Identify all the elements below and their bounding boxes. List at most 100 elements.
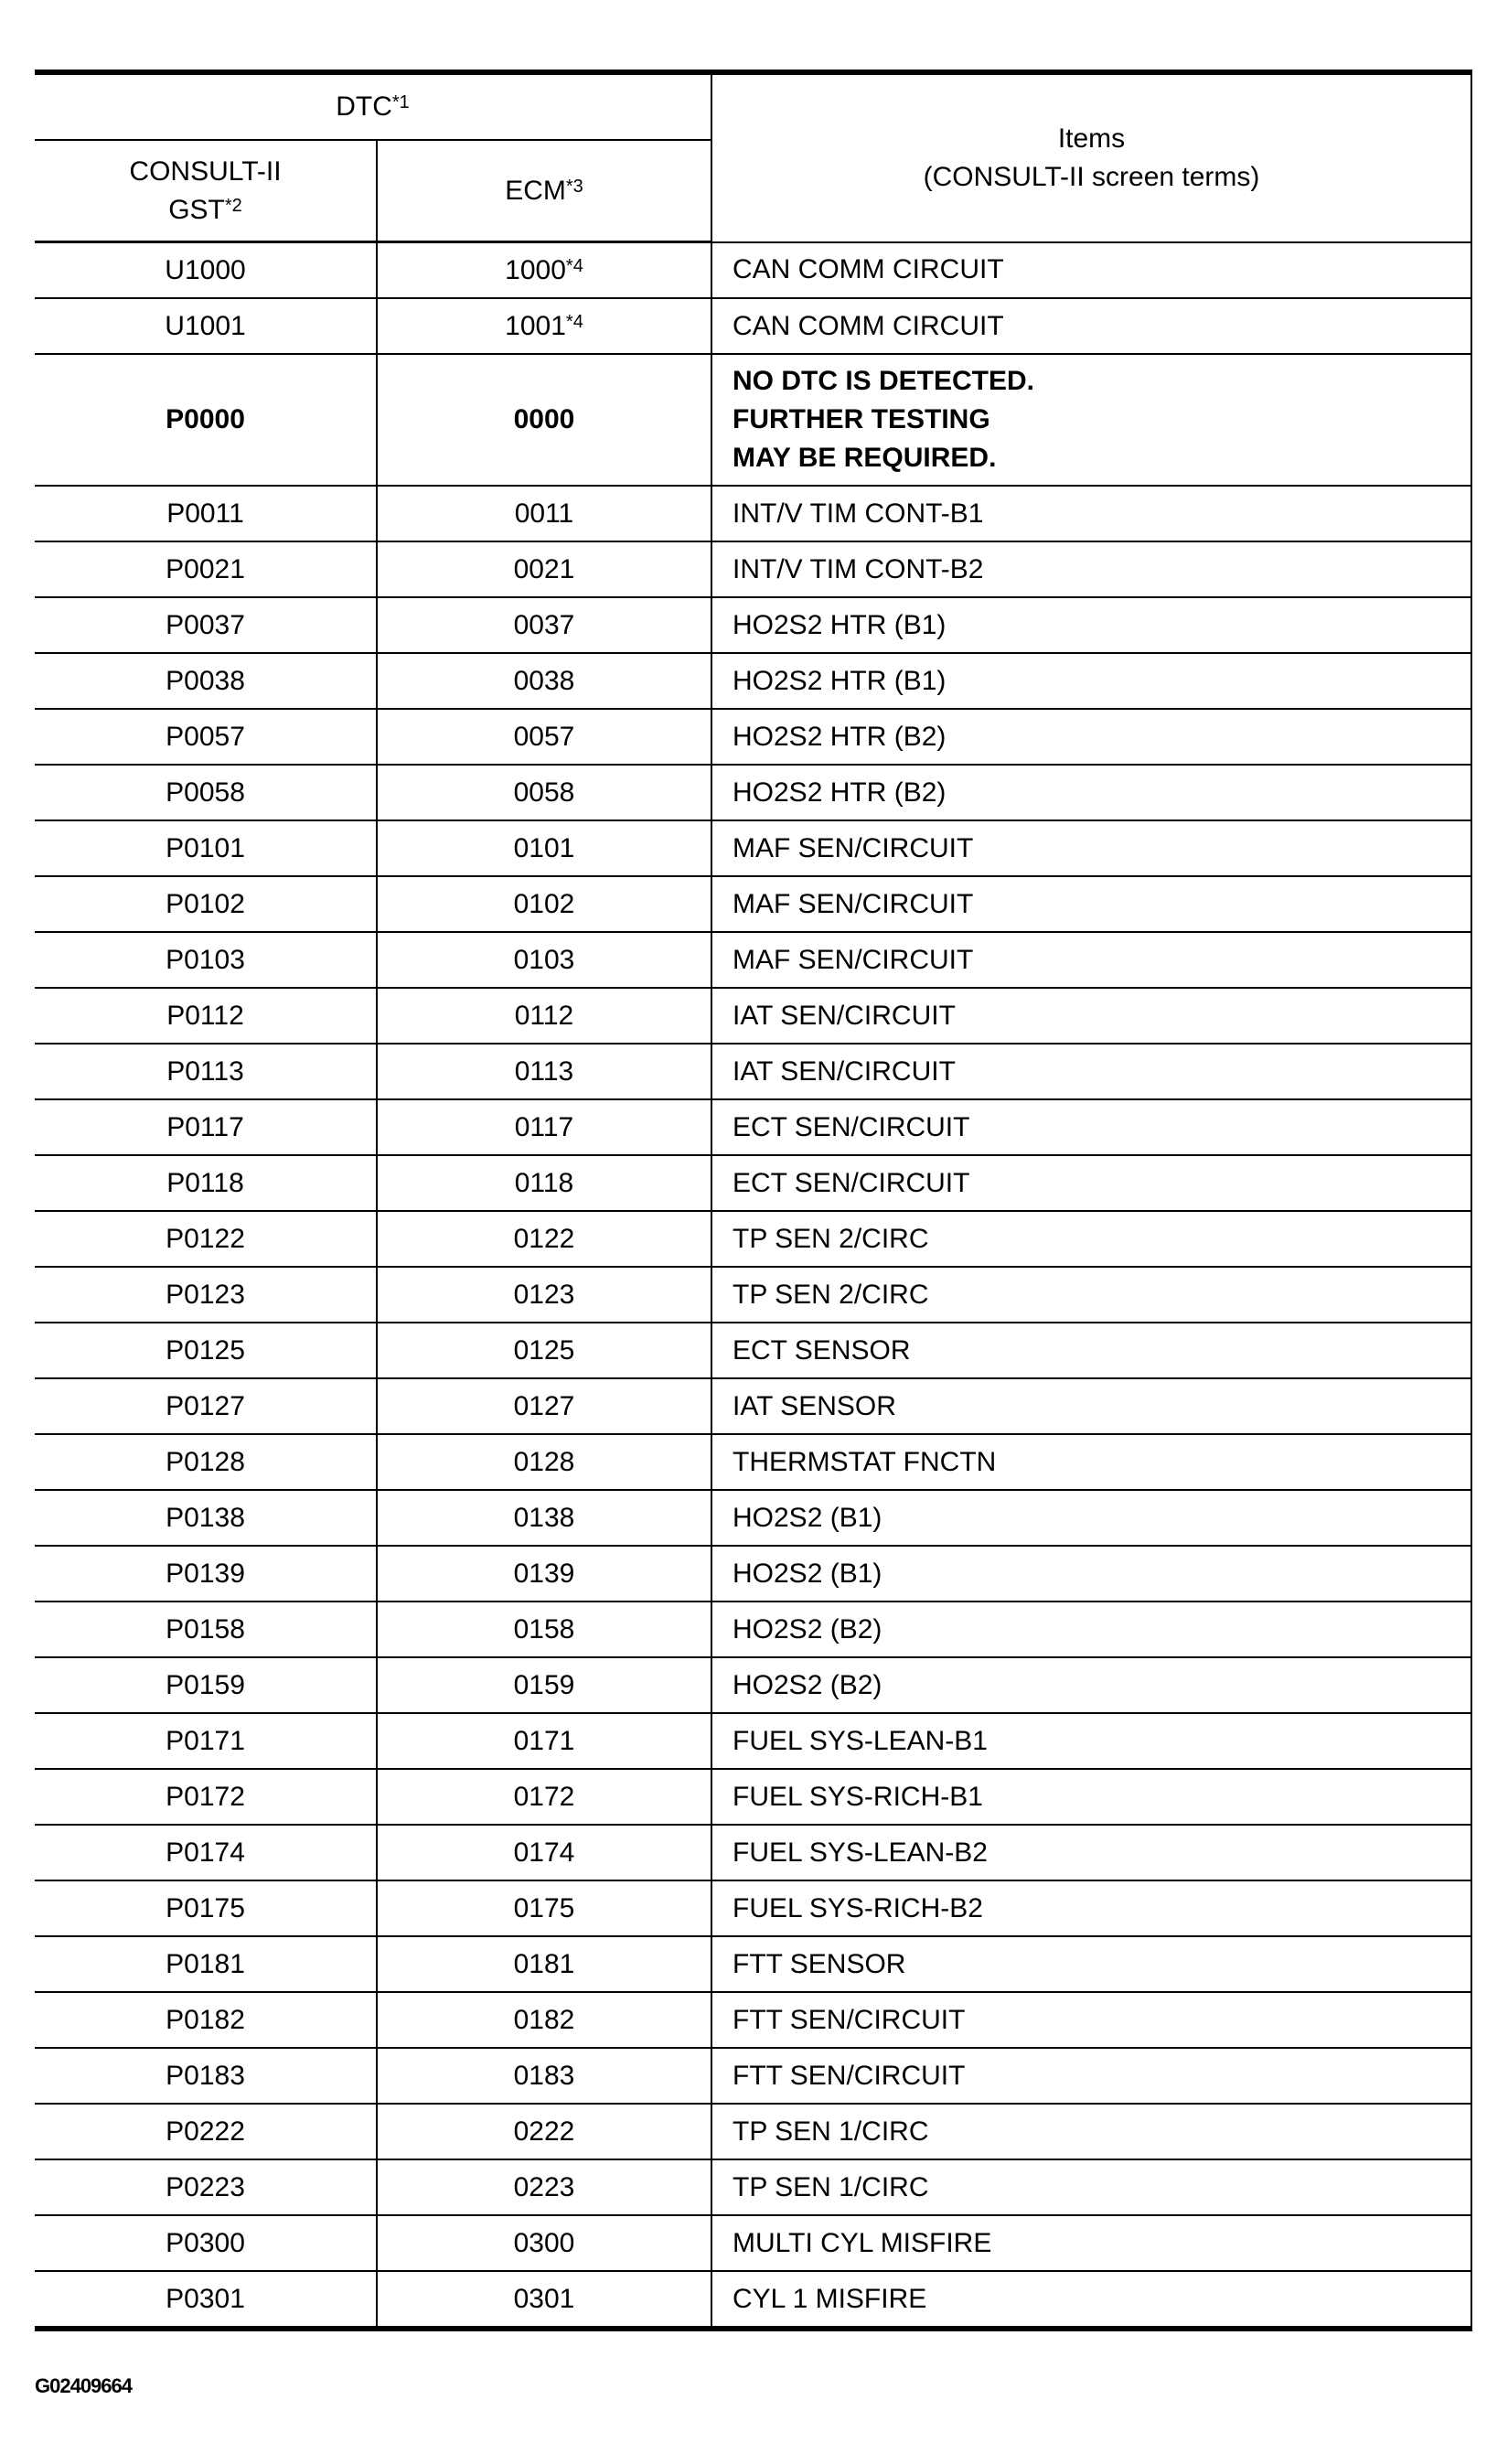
- ecm-code: 0011: [514, 498, 574, 529]
- gst-code: P0103: [166, 944, 245, 975]
- item-cell: HO2S2 (B2): [711, 1601, 1472, 1658]
- ecm-code: 0181: [513, 1948, 575, 1979]
- table-row: P0128 0128 THERMSTAT FNCTN: [35, 1433, 1472, 1491]
- ecm-code-cell: 0058: [376, 764, 712, 821]
- gst-code-cell: P0125: [35, 1322, 378, 1379]
- ecm-code: 0171: [513, 1725, 575, 1756]
- ecm-code-cell: 0038: [376, 652, 712, 710]
- ecm-header-label: ECM: [505, 175, 566, 206]
- ecm-code: 0118: [514, 1167, 574, 1198]
- item-text: FTT SEN/CIRCUIT: [733, 2060, 966, 2091]
- item-text: FTT SEN/CIRCUIT: [733, 2004, 966, 2035]
- ecm-code-cell: 0128: [376, 1433, 712, 1491]
- item-cell: MAF SEN/CIRCUIT: [711, 931, 1472, 989]
- gst-code: P0171: [166, 1725, 245, 1756]
- gst-code: P0125: [166, 1334, 245, 1366]
- gst-code-cell: P0300: [35, 2214, 378, 2272]
- table-row: P0122 0122 TP SEN 2/CIRC: [35, 1210, 1472, 1268]
- table-row: P0159 0159 HO2S2 (B2): [35, 1656, 1472, 1714]
- items-header-label: Items: [1057, 123, 1126, 154]
- ecm-code-cell: 0057: [376, 708, 712, 766]
- footnote-ref: *1: [391, 92, 410, 112]
- gst-code: P0181: [166, 1948, 245, 1979]
- gst-code: P0174: [166, 1837, 245, 1868]
- gst-code: U1000: [165, 254, 246, 285]
- item-text: MAF SEN/CIRCUIT: [733, 888, 974, 919]
- gst-code-cell: U1001: [35, 297, 378, 355]
- gst-code-cell: P0158: [35, 1601, 378, 1658]
- gst-code-cell: P0182: [35, 1991, 378, 2049]
- gst-code: P0011: [166, 498, 244, 529]
- table-row: P0117 0117 ECT SEN/CIRCUIT: [35, 1098, 1472, 1156]
- ecm-code-cell: 0222: [376, 2103, 712, 2160]
- ecm-code-cell: 0181: [376, 1935, 712, 1993]
- gst-code: U1001: [165, 310, 246, 341]
- gst-code: P0139: [166, 1558, 245, 1589]
- ecm-code: 0058: [513, 777, 575, 808]
- item-cell: FTT SENSOR: [711, 1935, 1472, 1993]
- item-cell: ECT SENSOR: [711, 1322, 1472, 1379]
- gst-code: P0021: [166, 553, 245, 584]
- gst-code-cell: P0103: [35, 931, 378, 989]
- ecm-code-cell: 0300: [376, 2214, 712, 2272]
- ecm-code-cell: 0000: [376, 353, 712, 487]
- ecm-code: 0122: [513, 1223, 575, 1254]
- ecm-code-cell: 0172: [376, 1768, 712, 1826]
- item-cell: FUEL SYS-RICH-B2: [711, 1880, 1472, 1937]
- gst-code: P0037: [166, 609, 245, 640]
- gst-code: P0058: [166, 777, 245, 808]
- item-cell: HO2S2 (B1): [711, 1489, 1472, 1547]
- ecm-code: 0222: [513, 2116, 575, 2147]
- ecm-code-cell: 0122: [376, 1210, 712, 1268]
- item-cell: HO2S2 HTR (B1): [711, 652, 1472, 710]
- gst-code-cell: P0171: [35, 1712, 378, 1770]
- table-row: P0102 0102 MAF SEN/CIRCUIT: [35, 875, 1472, 933]
- ecm-code-cell: 1000*4: [376, 241, 712, 299]
- ecm-code-cell: 0118: [376, 1154, 712, 1212]
- item-text-line: NO DTC IS DETECTED.: [733, 366, 1035, 396]
- gst-code-cell: P0122: [35, 1210, 378, 1268]
- table-row: P0103 0103 MAF SEN/CIRCUIT: [35, 931, 1472, 989]
- item-cell: THERMSTAT FNCTN: [711, 1433, 1472, 1491]
- item-text: CYL 1 MISFIRE: [733, 2283, 927, 2314]
- gst-code: P0128: [166, 1446, 245, 1477]
- item-cell: FUEL SYS-RICH-B1: [711, 1768, 1472, 1826]
- item-cell: CAN COMM CIRCUIT: [711, 297, 1472, 355]
- item-cell: TP SEN 2/CIRC: [711, 1210, 1472, 1268]
- item-text: FUEL SYS-LEAN-B1: [733, 1725, 988, 1756]
- item-cell: ECT SEN/CIRCUIT: [711, 1154, 1472, 1212]
- item-cell: CYL 1 MISFIRE: [711, 2270, 1472, 2330]
- item-cell: ECT SEN/CIRCUIT: [711, 1098, 1472, 1156]
- ecm-code: 0182: [513, 2004, 575, 2035]
- gst-code-cell: P0183: [35, 2047, 378, 2105]
- table-row: P0182 0182 FTT SEN/CIRCUIT: [35, 1991, 1472, 2049]
- gst-code: P0118: [166, 1167, 244, 1198]
- item-text: INT/V TIM CONT-B2: [733, 553, 984, 584]
- gst-code: P0183: [166, 2060, 245, 2091]
- dtc-table-body: U1000 1000*4 CAN COMM CIRCUIT U1001 1001*4 CA…: [35, 241, 1472, 2330]
- table-row: P0011 0011 INT/V TIM CONT-B1: [35, 485, 1472, 542]
- ecm-code-cell: 0159: [376, 1656, 712, 1714]
- ecm-code: 0057: [513, 721, 575, 752]
- ecm-code: 0175: [513, 1892, 575, 1923]
- item-text: CAN COMM CIRCUIT: [733, 254, 1004, 285]
- item-text: TP SEN 2/CIRC: [733, 1223, 929, 1254]
- gst-code: P0102: [166, 888, 245, 919]
- ecm-code-cell: 0175: [376, 1880, 712, 1937]
- gst-code: P0182: [166, 2004, 245, 2035]
- ecm-code: 0159: [513, 1669, 575, 1700]
- ecm-code: 0101: [513, 832, 575, 863]
- table-row: P0118 0118 ECT SEN/CIRCUIT: [35, 1154, 1472, 1212]
- dtc-table: DTC*1 Items (CONSULT-II screen terms) CON…: [35, 70, 1472, 2331]
- item-text: INT/V TIM CONT-B1: [733, 498, 984, 529]
- gst-code-cell: P0138: [35, 1489, 378, 1547]
- item-text: FUEL SYS-RICH-B2: [733, 1892, 983, 1923]
- item-text: TP SEN 1/CIRC: [733, 2171, 929, 2202]
- gst-code-cell: P0058: [35, 764, 378, 821]
- item-cell: IAT SENSOR: [711, 1377, 1472, 1435]
- item-text: FUEL SYS-RICH-B1: [733, 1781, 983, 1812]
- item-text: ECT SEN/CIRCUIT: [733, 1111, 970, 1142]
- item-cell: CAN COMM CIRCUIT: [711, 241, 1472, 299]
- table-row: P0172 0172 FUEL SYS-RICH-B1: [35, 1768, 1472, 1826]
- table-row: P0183 0183 FTT SEN/CIRCUIT: [35, 2047, 1472, 2105]
